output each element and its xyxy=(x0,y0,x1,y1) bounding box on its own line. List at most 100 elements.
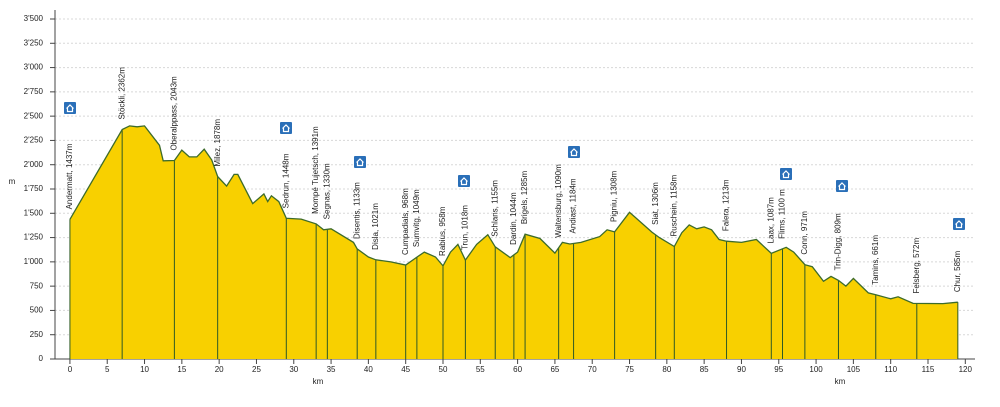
waypoint-label: Schlans, 1155m xyxy=(490,180,499,237)
waypoint-label: Milez, 1878m xyxy=(213,119,222,167)
waypoint-label: Stöckli, 2362m xyxy=(117,67,126,120)
y-tick-label: 1'500 xyxy=(24,208,44,217)
x-tick-label: 100 xyxy=(809,365,823,374)
waypoint-label: Felsberg, 572m xyxy=(912,238,921,294)
y-tick-label: 3'500 xyxy=(24,14,44,23)
x-tick-label: 80 xyxy=(662,365,671,374)
waypoint-label: Falera, 1213m xyxy=(722,179,731,231)
x-tick-label: 45 xyxy=(401,365,410,374)
x-tick-label: 5 xyxy=(105,365,110,374)
area-fill xyxy=(69,125,958,360)
x-tick-label: 0 xyxy=(68,365,73,374)
waypoint-label: Waltensburg, 1090m xyxy=(554,164,563,238)
waypoint-label: Siat, 1306m xyxy=(651,182,660,225)
waypoint-label: Tamins, 661m xyxy=(871,235,880,285)
x-tick-label: 120 xyxy=(959,365,973,374)
waypoint-label: Rabius, 958m xyxy=(438,206,447,256)
hut-icon-house xyxy=(282,124,290,133)
hut-icon xyxy=(836,180,848,192)
hut-icon-bg xyxy=(64,102,76,114)
x-tick-label: 10 xyxy=(140,365,149,374)
waypoint-label: Oberalppass, 2043m xyxy=(169,76,178,151)
hut-icons xyxy=(64,102,965,230)
y-tick-label: 3'250 xyxy=(24,38,44,47)
hut-icon-bg xyxy=(953,218,965,230)
hut-icon xyxy=(280,122,292,134)
y-tick-label: 250 xyxy=(30,330,44,339)
y-tick-label: 2'500 xyxy=(24,111,44,120)
x-tick-label: 65 xyxy=(550,365,559,374)
x-tick-label: 70 xyxy=(588,365,597,374)
x-tick-label: 95 xyxy=(774,365,783,374)
x-tick-label: 50 xyxy=(439,365,448,374)
x-tick-label: 30 xyxy=(289,365,298,374)
hut-icon-bg xyxy=(568,146,580,158)
x-tick-label: 105 xyxy=(847,365,861,374)
x-axis-label: km xyxy=(835,377,846,386)
waypoint-label: Conn, 971m xyxy=(800,211,809,255)
waypoint-label: Laax, 1087m xyxy=(766,197,775,244)
hut-icon-bg xyxy=(836,180,848,192)
y-tick-label: 750 xyxy=(30,281,44,290)
y-tick-label: 3'000 xyxy=(24,63,44,72)
profile-line xyxy=(69,125,958,305)
y-tick-label: 500 xyxy=(30,306,44,315)
hut-icon-bg xyxy=(458,175,470,187)
y-tick-label: 2'000 xyxy=(24,160,44,169)
waypoint-label: Andiast, 1184m xyxy=(569,178,578,233)
x-tick-label: 115 xyxy=(922,365,935,374)
hut-icon xyxy=(354,156,366,168)
y-tick-label: 1'750 xyxy=(24,184,44,193)
waypoint-label: Pigniu, 1308m xyxy=(610,170,619,221)
x-tick-label: 55 xyxy=(476,365,485,374)
hut-icon-bg xyxy=(354,156,366,168)
waypoint-label: Flims, 1100 m xyxy=(778,189,787,239)
hut-icon xyxy=(458,175,470,187)
x-tick-label: 75 xyxy=(625,365,634,374)
y-axis-label: m xyxy=(9,177,16,186)
waypoint-label: Chur, 585m xyxy=(953,250,962,292)
x-tick-label: 85 xyxy=(700,365,709,374)
x-axis-label: km xyxy=(313,377,324,386)
waypoint-label: Cumpadials, 968m xyxy=(401,188,410,255)
hut-icon-house xyxy=(782,170,790,179)
hut-icon-house xyxy=(838,182,846,191)
x-tick-label: 60 xyxy=(513,365,522,374)
hut-icon-house xyxy=(955,220,963,229)
hut-icon-house xyxy=(66,104,74,113)
hut-icon xyxy=(780,168,792,180)
x-tick-label: 20 xyxy=(215,365,224,374)
waypoint-label: Trin-Digg, 809m xyxy=(834,213,843,270)
x-tick-label: 25 xyxy=(252,365,261,374)
waypoint-label: Andermatt, 1437m xyxy=(65,143,74,209)
y-tick-label: 1'250 xyxy=(24,233,44,242)
waypoint-label: Trun, 1018m xyxy=(460,205,469,250)
waypoint-label: Dardin, 1044m xyxy=(509,192,518,245)
hut-icon xyxy=(64,102,76,114)
x-tick-label: 110 xyxy=(884,365,897,374)
waypoint-label: Segnas, 1330m xyxy=(322,163,331,219)
y-tick-label: 0 xyxy=(39,354,44,363)
x-tick-label: 15 xyxy=(177,365,186,374)
hut-icon-house xyxy=(460,177,468,186)
hut-icon-house xyxy=(356,158,364,167)
y-tick-label: 2'750 xyxy=(24,87,44,96)
x-tick-label: 90 xyxy=(737,365,746,374)
waypoint-label: Disentis, 1133m xyxy=(352,182,361,239)
y-tick-label: 1'000 xyxy=(24,257,44,266)
waypoint-label: Brigels, 1285m xyxy=(520,170,529,224)
waypoint-label: Sumvitg, 1049m xyxy=(412,189,421,247)
hut-icon-house xyxy=(570,148,578,157)
hut-icon xyxy=(953,218,965,230)
x-tick-label: 40 xyxy=(364,365,373,374)
y-tick-label: 2'250 xyxy=(24,136,44,145)
waypoint-label: Mompé Tujetsch, 1391m xyxy=(311,126,320,214)
x-tick-label: 35 xyxy=(327,365,336,374)
hut-icon xyxy=(568,146,580,158)
waypoint-label: Sedrun, 1448m xyxy=(281,153,290,208)
hut-icon-bg xyxy=(280,122,292,134)
waypoint-label: Ruschein, 1158m xyxy=(669,175,678,237)
waypoint-label: Disla, 1021m xyxy=(371,203,380,250)
hut-icon-bg xyxy=(780,168,792,180)
